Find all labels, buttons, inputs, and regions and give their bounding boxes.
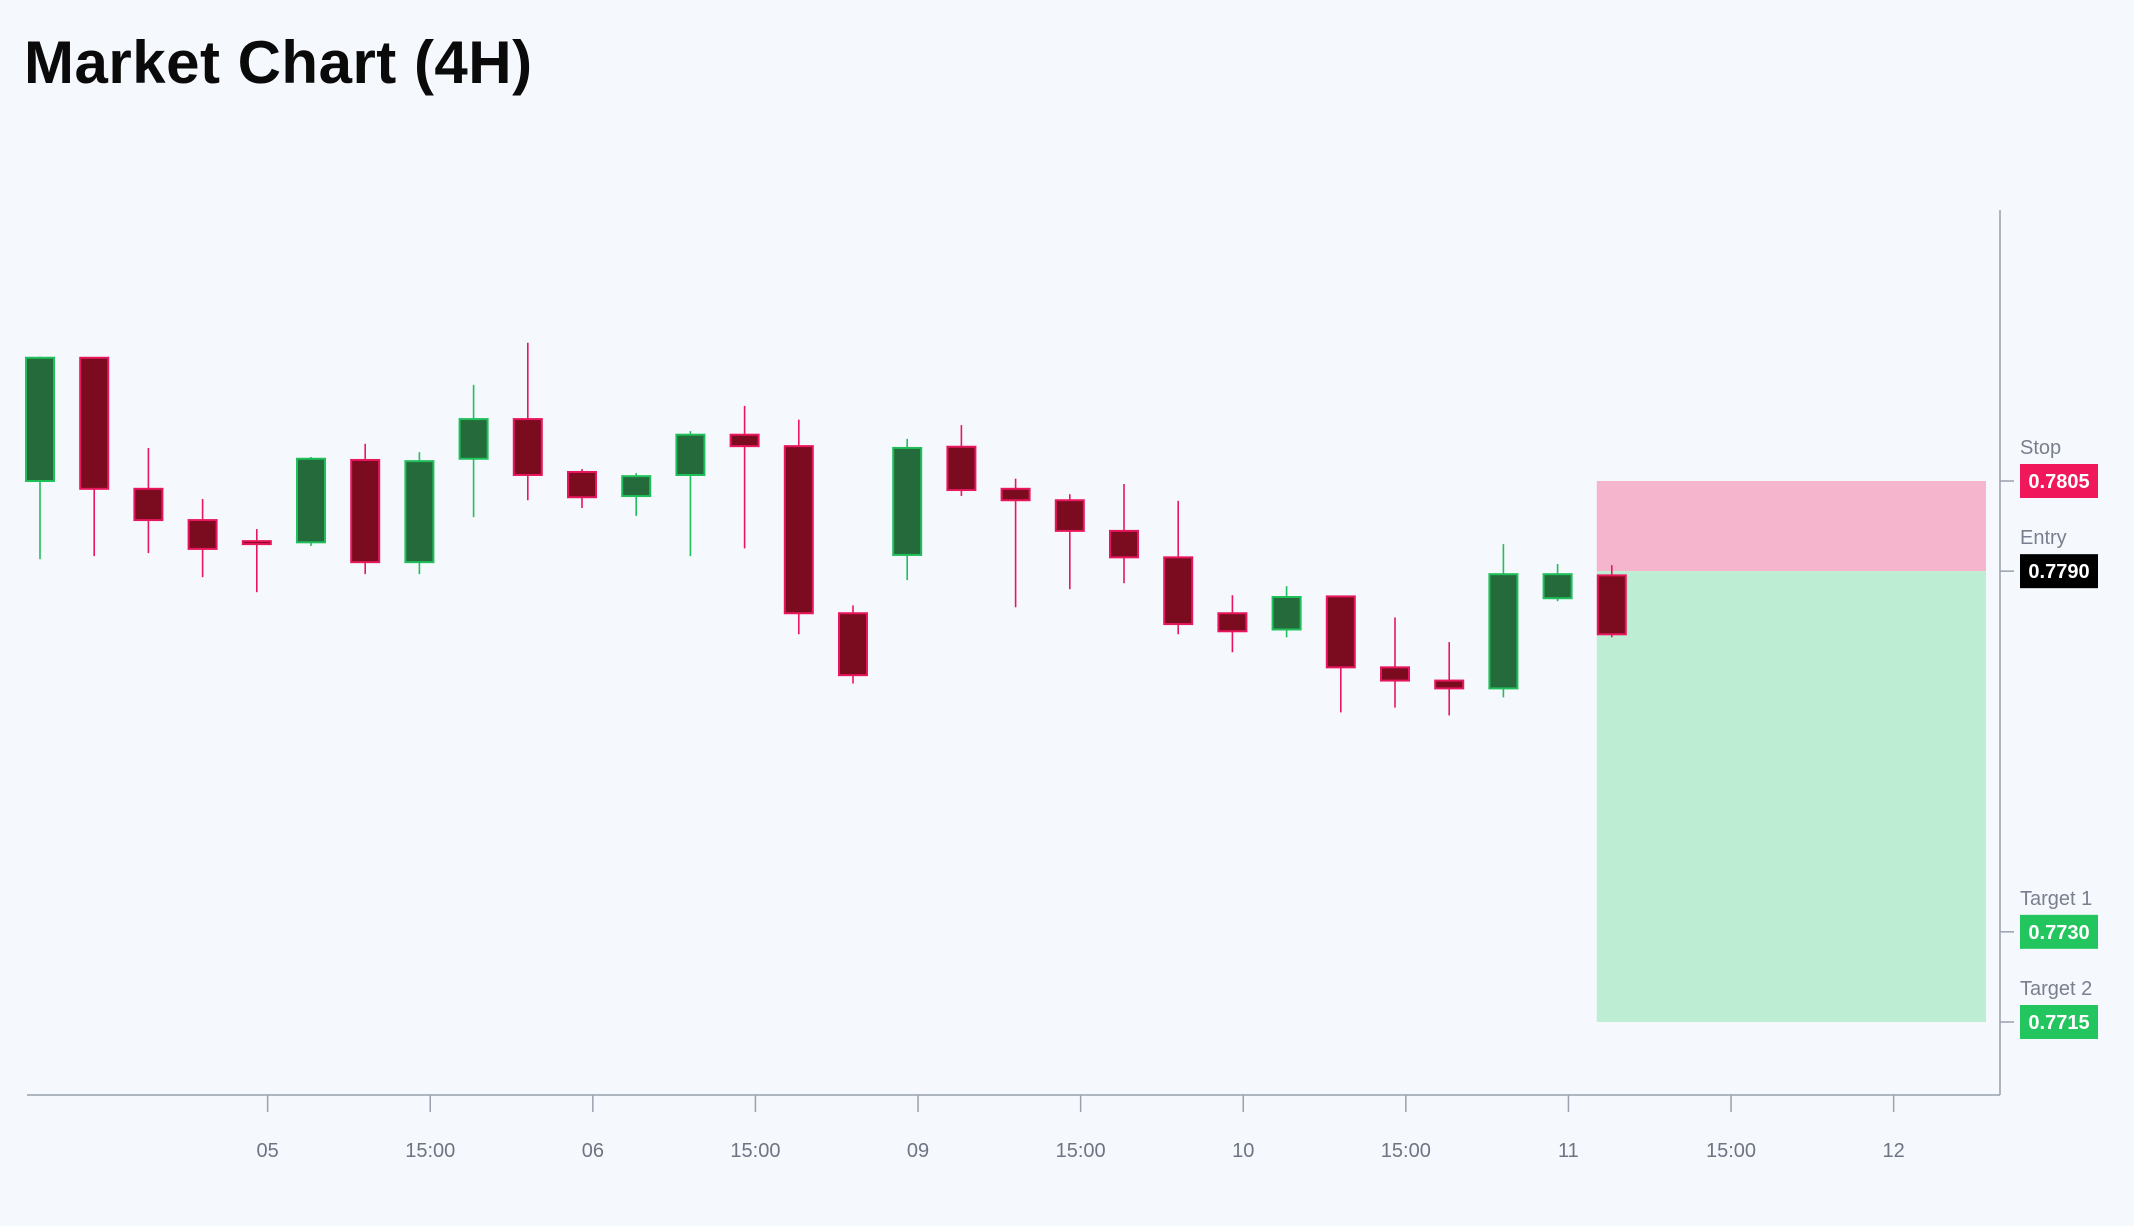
candle-body bbox=[1163, 556, 1194, 626]
candle-body bbox=[187, 519, 218, 550]
candle-body bbox=[1109, 529, 1139, 559]
candle-body bbox=[1596, 574, 1627, 636]
candle-body bbox=[1434, 679, 1465, 690]
level-name: Target 2 bbox=[2020, 978, 2092, 1000]
candle[interactable] bbox=[187, 499, 218, 578]
candle-body bbox=[1542, 573, 1573, 600]
candle[interactable] bbox=[512, 342, 543, 501]
candle[interactable] bbox=[1325, 595, 1356, 713]
candle[interactable] bbox=[838, 605, 868, 684]
reward-zone bbox=[1596, 571, 1986, 1022]
candle[interactable] bbox=[946, 425, 977, 497]
candle-body bbox=[241, 540, 272, 546]
candle-body bbox=[783, 445, 814, 615]
candle-body bbox=[1488, 573, 1519, 690]
level-name: Entry bbox=[2020, 527, 2067, 549]
x-tick-label: 11 bbox=[1558, 1140, 1579, 1162]
level-name: Target 1 bbox=[2020, 888, 2092, 910]
candle[interactable] bbox=[892, 438, 923, 581]
x-tick-label: 09 bbox=[907, 1140, 929, 1162]
candle[interactable] bbox=[783, 419, 814, 635]
level-name: Stop bbox=[2020, 437, 2061, 459]
candle[interactable] bbox=[1271, 586, 1302, 638]
candle-body bbox=[838, 612, 868, 677]
candle[interactable] bbox=[621, 473, 652, 516]
candle-body bbox=[512, 418, 543, 476]
candle[interactable] bbox=[133, 447, 164, 554]
level-badge bbox=[2020, 1005, 2098, 1039]
candle[interactable] bbox=[1000, 478, 1031, 608]
candle-body bbox=[621, 475, 652, 498]
candle[interactable] bbox=[1542, 563, 1573, 602]
level-badge bbox=[2020, 554, 2098, 589]
candle-body bbox=[404, 460, 435, 564]
candle[interactable] bbox=[1163, 500, 1194, 635]
candle-body bbox=[1000, 487, 1031, 502]
candle[interactable] bbox=[1434, 642, 1465, 716]
candle-body bbox=[729, 433, 760, 448]
candle-body bbox=[458, 418, 489, 460]
level-value: 0.7805 bbox=[2028, 471, 2089, 493]
level-badge bbox=[2020, 914, 2098, 949]
level-value: 0.7715 bbox=[2028, 1012, 2089, 1034]
candle-body bbox=[1325, 595, 1356, 669]
risk-zone bbox=[1596, 481, 1986, 572]
candle-body bbox=[946, 445, 977, 492]
level-value: 0.7790 bbox=[2028, 561, 2089, 583]
candle-body bbox=[350, 458, 381, 564]
candle-body bbox=[296, 457, 326, 544]
candle[interactable] bbox=[675, 431, 706, 557]
x-tick-label: 12 bbox=[1883, 1140, 1905, 1162]
x-tick-label: 15:00 bbox=[730, 1140, 780, 1162]
candle[interactable] bbox=[458, 384, 489, 518]
candle[interactable] bbox=[1109, 484, 1139, 584]
x-tick-label: 15:00 bbox=[1381, 1140, 1431, 1162]
candle[interactable] bbox=[1217, 595, 1248, 653]
candle-body bbox=[1217, 612, 1248, 633]
candle-body bbox=[133, 487, 164, 522]
candle[interactable] bbox=[25, 356, 55, 560]
level-badge bbox=[2020, 464, 2098, 498]
candle[interactable] bbox=[241, 529, 272, 593]
chart-title: Market Chart (4H) bbox=[24, 29, 533, 96]
candle-body bbox=[1054, 499, 1085, 532]
candle[interactable] bbox=[1380, 617, 1410, 708]
candle-body bbox=[25, 356, 55, 482]
candle-body bbox=[892, 446, 923, 556]
candle[interactable] bbox=[404, 452, 435, 575]
candle-body bbox=[675, 433, 706, 476]
level-value: 0.7730 bbox=[2028, 922, 2089, 944]
x-tick-label: 15:00 bbox=[1706, 1140, 1756, 1162]
x-tick-label: 15:00 bbox=[405, 1140, 455, 1162]
candle[interactable] bbox=[567, 468, 597, 509]
candle[interactable] bbox=[1054, 494, 1085, 590]
x-tick-label: 10 bbox=[1232, 1140, 1254, 1162]
candle[interactable] bbox=[1488, 544, 1519, 698]
candle[interactable] bbox=[729, 405, 760, 549]
candle-body bbox=[567, 470, 597, 499]
candle-body bbox=[1380, 666, 1410, 682]
candle[interactable] bbox=[1596, 565, 1627, 638]
x-tick-label: 06 bbox=[582, 1140, 604, 1162]
candle-body bbox=[1271, 596, 1302, 631]
candle-body bbox=[79, 356, 110, 490]
candle[interactable] bbox=[296, 456, 326, 546]
x-tick-label: 15:00 bbox=[1056, 1140, 1106, 1162]
candle[interactable] bbox=[79, 356, 110, 557]
candle[interactable] bbox=[350, 443, 381, 575]
x-tick-label: 05 bbox=[257, 1140, 279, 1162]
